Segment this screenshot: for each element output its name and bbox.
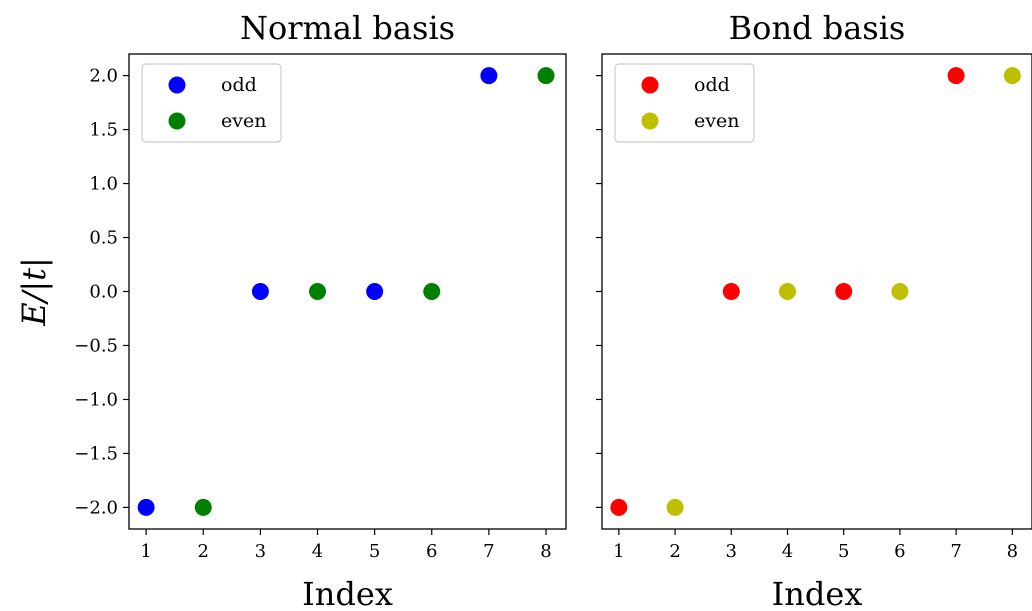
data-point-odd <box>610 498 628 516</box>
y-tick-label: 1.0 <box>89 174 118 195</box>
data-point-odd <box>480 67 498 85</box>
x-tick-label: 7 <box>950 541 961 562</box>
data-point-even <box>666 498 684 516</box>
legend-marker-odd <box>641 76 659 94</box>
y-tick-label: 1.5 <box>89 120 118 141</box>
x-axis-label: Index <box>772 575 863 611</box>
x-tick-label: 8 <box>1007 541 1018 562</box>
x-tick-label: 1 <box>140 541 151 562</box>
x-tick-label: 2 <box>198 541 209 562</box>
x-tick-label: 5 <box>369 541 380 562</box>
panel-title: Normal basis <box>240 9 455 47</box>
panel-normal-basis: Normal basis Index E/|t| 1 2 3 4 5 6 7 8 2.0 1.5 1… <box>15 9 567 611</box>
legend-label-odd: odd <box>694 74 730 96</box>
x-tick-label: 5 <box>838 541 849 562</box>
legend-label-odd: odd <box>221 74 257 96</box>
y-tick-label: 2.0 <box>89 66 118 87</box>
x-tick-label: 8 <box>540 541 551 562</box>
legend-label-even: even <box>221 110 266 132</box>
data-point-even <box>194 498 212 516</box>
data-point-even <box>537 67 555 85</box>
x-tick-label: 4 <box>312 541 323 562</box>
legend-label-even: even <box>694 110 739 132</box>
data-point-odd <box>722 283 740 300</box>
y-tick-label: −2.0 <box>74 497 118 518</box>
y-tick-label: 0.5 <box>89 228 118 249</box>
panel-bond-basis: Bond basis Index 1 2 3 4 5 6 7 8 odd even <box>596 9 1032 611</box>
y-tick-label: 0.0 <box>89 282 118 303</box>
data-point-even <box>778 283 796 300</box>
data-point-even <box>1003 67 1021 85</box>
panel-title: Bond basis <box>729 9 906 47</box>
y-tick-label: −1.0 <box>74 389 118 410</box>
data-point-even <box>309 283 327 300</box>
x-tick-label: 7 <box>483 541 494 562</box>
x-tick-label: 4 <box>782 541 793 562</box>
data-point-even <box>891 283 909 300</box>
data-point-even <box>423 283 441 300</box>
x-tick-label: 2 <box>669 541 680 562</box>
x-tick-label: 6 <box>426 541 437 562</box>
y-tick-label: −1.5 <box>74 443 118 464</box>
data-point-odd <box>251 283 269 300</box>
x-tick-label: 6 <box>894 541 905 562</box>
y-tick-label: −0.5 <box>74 335 118 356</box>
x-tick-label: 3 <box>726 541 737 562</box>
x-axis-label: Index <box>302 575 393 611</box>
y-axis-label: E/|t| <box>15 257 53 327</box>
x-tick-label: 1 <box>613 541 624 562</box>
x-tick-label: 3 <box>255 541 266 562</box>
data-point-odd <box>947 67 965 85</box>
data-point-odd <box>835 283 853 300</box>
data-point-odd <box>366 283 384 300</box>
data-point-odd <box>137 498 155 516</box>
legend-marker-even <box>641 112 659 130</box>
legend-marker-odd <box>168 76 186 94</box>
legend-marker-even <box>168 112 186 130</box>
